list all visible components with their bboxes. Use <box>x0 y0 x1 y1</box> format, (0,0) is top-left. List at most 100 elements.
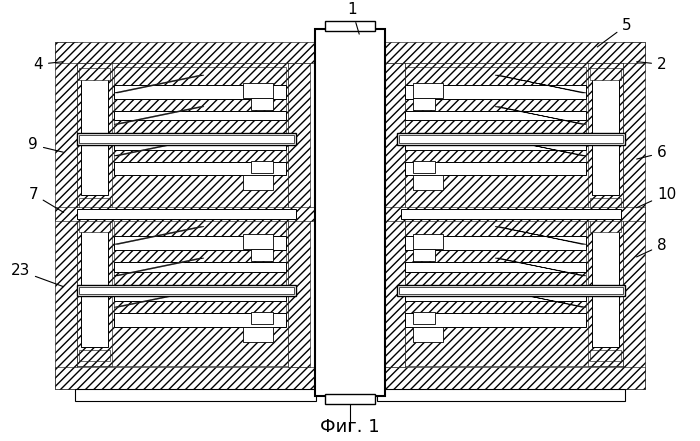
Bar <box>325 394 375 404</box>
Bar <box>114 250 286 262</box>
Text: 9: 9 <box>28 138 63 153</box>
Polygon shape <box>114 75 204 93</box>
Bar <box>114 150 286 162</box>
Bar <box>405 99 586 111</box>
Bar <box>75 389 316 401</box>
Bar <box>405 67 586 85</box>
Bar <box>114 301 286 313</box>
Bar <box>399 287 623 295</box>
Polygon shape <box>495 75 586 93</box>
Bar <box>413 83 443 98</box>
Bar <box>590 68 621 80</box>
Bar <box>405 64 623 215</box>
Bar <box>243 327 273 342</box>
Text: 1: 1 <box>347 2 359 34</box>
Bar <box>405 162 586 176</box>
Bar <box>405 301 586 313</box>
Bar <box>114 288 286 301</box>
Bar <box>590 198 621 210</box>
Bar <box>288 64 310 367</box>
Polygon shape <box>495 107 586 124</box>
Bar <box>401 209 621 219</box>
Polygon shape <box>114 290 204 307</box>
Bar <box>114 136 286 150</box>
Bar <box>243 83 273 98</box>
Bar <box>77 133 296 145</box>
Bar <box>399 135 623 143</box>
Polygon shape <box>495 258 586 276</box>
Bar <box>413 312 435 324</box>
Bar <box>588 215 623 366</box>
Polygon shape <box>114 107 204 124</box>
Bar <box>114 85 286 99</box>
Bar <box>77 215 112 366</box>
Bar <box>377 367 645 389</box>
Bar <box>251 98 273 109</box>
Bar <box>377 42 645 64</box>
Polygon shape <box>114 138 204 156</box>
Bar <box>413 176 443 190</box>
Polygon shape <box>495 227 586 244</box>
Bar <box>383 64 405 367</box>
Bar <box>251 161 273 172</box>
Text: 6: 6 <box>637 146 666 161</box>
Bar <box>243 235 273 249</box>
Bar <box>79 68 110 80</box>
Text: 4: 4 <box>34 57 63 72</box>
Text: 23: 23 <box>10 263 64 287</box>
Bar <box>114 272 286 288</box>
Bar <box>251 249 273 261</box>
Text: Фиг. 1: Фиг. 1 <box>320 418 380 436</box>
Bar <box>397 133 625 145</box>
Bar <box>81 78 108 195</box>
Bar <box>588 64 623 215</box>
Bar <box>405 219 586 236</box>
Bar <box>77 284 296 296</box>
Bar <box>251 312 273 324</box>
Bar <box>77 209 296 219</box>
Bar <box>81 230 108 347</box>
Bar <box>405 236 586 250</box>
Bar <box>114 219 286 236</box>
Bar <box>114 111 286 120</box>
Bar <box>405 313 586 327</box>
Text: 7: 7 <box>29 187 64 213</box>
Bar <box>405 250 586 262</box>
Bar <box>405 136 586 150</box>
Bar <box>413 249 435 261</box>
Bar <box>114 99 286 111</box>
Bar <box>114 67 286 85</box>
Bar <box>405 272 586 288</box>
Bar <box>315 29 385 396</box>
Bar <box>413 161 435 172</box>
Bar <box>377 207 645 220</box>
Bar <box>590 220 621 232</box>
Polygon shape <box>495 138 586 156</box>
Bar <box>79 350 110 361</box>
Bar <box>114 162 286 176</box>
Bar <box>79 220 110 232</box>
Bar <box>243 176 273 190</box>
Bar <box>77 64 112 215</box>
Bar <box>114 236 286 250</box>
Bar <box>405 262 586 272</box>
Polygon shape <box>495 290 586 307</box>
Bar <box>377 389 625 401</box>
Bar <box>55 42 77 389</box>
Bar <box>413 98 435 109</box>
Bar <box>397 284 625 296</box>
Bar <box>592 78 619 195</box>
Bar <box>55 42 316 64</box>
Bar <box>77 64 288 215</box>
Bar <box>405 111 586 120</box>
Text: 2: 2 <box>637 57 666 72</box>
Bar <box>77 215 288 366</box>
Bar <box>55 207 316 220</box>
Bar <box>405 215 623 366</box>
Bar <box>413 327 443 342</box>
Bar <box>79 198 110 210</box>
Bar <box>405 150 586 162</box>
Bar <box>325 21 375 31</box>
Polygon shape <box>114 227 204 244</box>
Bar <box>79 135 294 143</box>
